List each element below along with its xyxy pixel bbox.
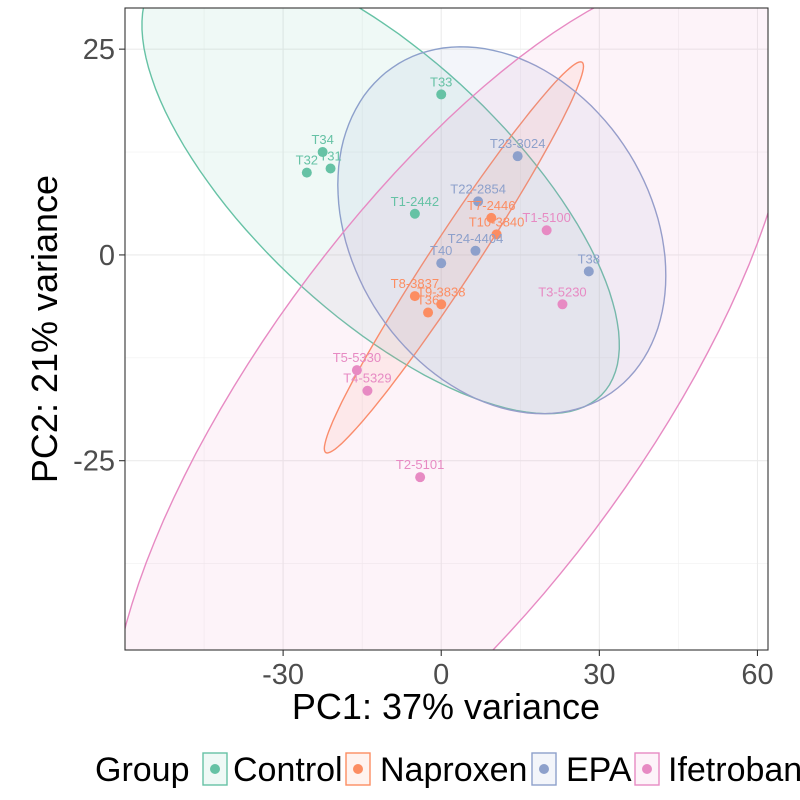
point-t23-3024 bbox=[512, 151, 523, 162]
legend-key-ifetroban bbox=[634, 752, 660, 786]
x-axis: -30 0 30 60 bbox=[262, 650, 774, 691]
x-tick-label: -30 bbox=[262, 659, 304, 691]
point-t22-2854 bbox=[473, 196, 484, 207]
point-t9-3838 bbox=[436, 299, 447, 310]
legend-key-point bbox=[210, 764, 220, 774]
point-label-t38: T38 bbox=[578, 251, 600, 266]
x-tick-label: 0 bbox=[433, 659, 449, 691]
point-t38 bbox=[583, 266, 594, 277]
point-label-t36: T36 bbox=[417, 293, 439, 308]
point-label-t8-3837: T8-3837 bbox=[391, 276, 439, 291]
point-t40 bbox=[436, 258, 447, 269]
legend-item-ifetroban: Ifetroban bbox=[634, 751, 800, 789]
legend-item-control: Control bbox=[202, 751, 343, 789]
legend-item-naproxen: Naproxen bbox=[345, 751, 527, 789]
point-label-t9-3838: T9-3838 bbox=[417, 284, 465, 299]
point-t7-2446 bbox=[486, 212, 497, 223]
legend-key-point bbox=[539, 764, 549, 774]
point-label-t4-5329: T4-5329 bbox=[343, 371, 391, 386]
point-t2-5101 bbox=[415, 472, 426, 483]
confidence-ellipses bbox=[125, 8, 768, 650]
legend-label-naproxen: Naproxen bbox=[380, 751, 527, 789]
legend-key-point bbox=[642, 764, 652, 774]
point-label-t1-2442: T1-2442 bbox=[391, 194, 439, 209]
point-t36 bbox=[423, 307, 434, 318]
point-label-t2-5101: T2-5101 bbox=[396, 457, 444, 472]
y-tick-label: -25 bbox=[73, 446, 115, 478]
ellipse-epa bbox=[337, 46, 667, 415]
point-t1-2442 bbox=[409, 208, 420, 219]
y-axis: 25 0 -25 bbox=[73, 34, 125, 478]
legend: Group Control Naproxen EPA Ifetroban bbox=[95, 751, 800, 789]
point-t24-4404 bbox=[470, 245, 481, 256]
point-label-t31: T31 bbox=[319, 149, 341, 164]
point-label-t34: T34 bbox=[311, 132, 333, 147]
x-tick-label: 60 bbox=[741, 659, 773, 691]
point-t4-5329 bbox=[362, 385, 373, 396]
minor-gridlines bbox=[125, 8, 768, 650]
point-label-t3-5230: T3-5230 bbox=[538, 284, 586, 299]
data-points bbox=[301, 89, 594, 483]
major-gridlines bbox=[125, 8, 768, 650]
legend-label-epa: EPA bbox=[566, 751, 632, 789]
point-label-t7-2446: T7-2446 bbox=[467, 198, 515, 213]
point-t3-5230 bbox=[557, 299, 568, 310]
point-label-t40: T40 bbox=[430, 243, 452, 258]
point-label-t5-5330: T5-5330 bbox=[333, 350, 381, 365]
legend-label-ifetroban: Ifetroban bbox=[668, 751, 800, 789]
point-label-t22-2854: T22-2854 bbox=[450, 181, 506, 196]
legend-title: Group bbox=[95, 751, 190, 789]
y-axis-title: PC2: 21% variance bbox=[24, 175, 65, 483]
x-axis-title: PC1: 37% variance bbox=[292, 686, 600, 727]
point-label-t1-5100: T1-5100 bbox=[522, 210, 570, 225]
point-t31 bbox=[325, 163, 336, 174]
point-t33 bbox=[436, 89, 447, 100]
y-tick-label: 25 bbox=[83, 34, 115, 66]
y-tick-label: 0 bbox=[99, 240, 115, 272]
ellipse-control bbox=[141, 8, 621, 415]
point-t10-3840 bbox=[491, 229, 502, 240]
panel-border bbox=[124, 7, 769, 651]
point-t5-5330 bbox=[351, 365, 362, 376]
point-t34 bbox=[317, 147, 328, 158]
point-label-t23-3024: T23-3024 bbox=[490, 136, 546, 151]
x-tick-label: 30 bbox=[583, 659, 615, 691]
point-label-t32: T32 bbox=[296, 153, 318, 168]
legend-label-control: Control bbox=[233, 751, 343, 789]
point-label-t33: T33 bbox=[430, 74, 452, 89]
point-t8-3837 bbox=[409, 291, 420, 302]
ellipse-ifetroban bbox=[125, 8, 768, 650]
point-label-t10-3840: T10-3840 bbox=[469, 214, 525, 229]
point-t1-5100 bbox=[541, 225, 552, 236]
point-label-t24-4404: T24-4404 bbox=[448, 231, 504, 246]
legend-key-point bbox=[353, 764, 363, 774]
point-t32 bbox=[301, 167, 312, 178]
legend-item-epa: EPA bbox=[531, 751, 632, 789]
